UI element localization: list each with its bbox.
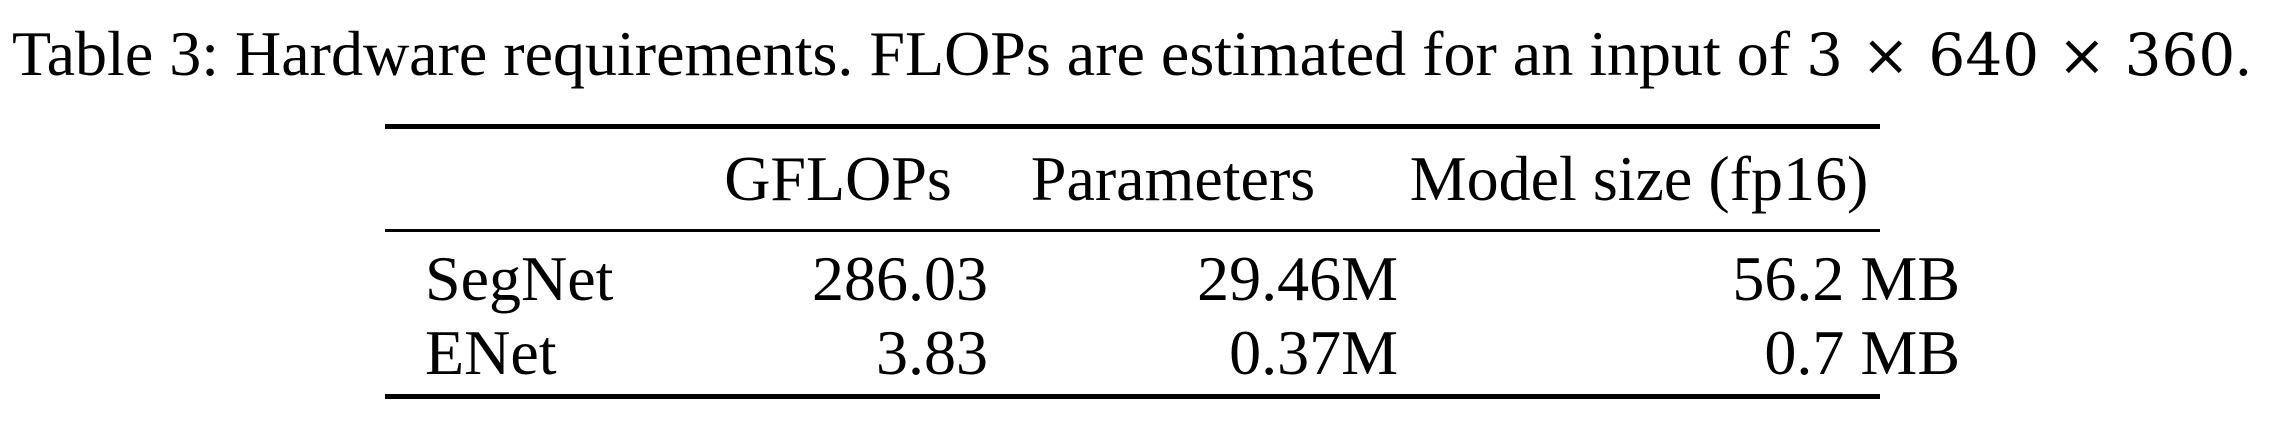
caption-dims: 3 × 640 × 360 [1806,21,2236,89]
header-cell-model-size: Model size (fp16) [1409,143,1869,214]
caption-end: . [2235,18,2252,89]
caption-text: Hardware requirements. FLOPs are estimat… [235,18,1791,89]
cell-gflops: 3.83 [876,317,988,388]
cell-gflops: 286.03 [812,243,988,314]
cell-parameters: 0.37M [1229,317,1398,388]
mid-rule [385,229,1880,232]
cell-model-size: 0.7 MB [1764,317,1960,388]
header-cell-parameters: Parameters [1030,143,1316,214]
cell-model-size: 56.2 MB [1732,243,1960,314]
table-body-grid: SegNet 286.03 29.46M 56.2 MB ENet 3.83 0… [385,242,2000,390]
cell-parameters: 29.46M [1197,243,1398,314]
hardware-table: GFLOPs Parameters Model size (fp16) SegN… [385,124,1960,399]
header-cell-gflops: GFLOPs [724,143,952,214]
table-header: GFLOPs Parameters Model size (fp16) [385,129,1920,229]
table-row: ENet 3.83 0.37M 0.7 MB [385,316,2000,390]
top-rule [385,124,1880,129]
header-cell-empty [385,129,688,229]
row-label: ENet [425,317,557,388]
row-label: SegNet [425,243,614,314]
table-body: SegNet 286.03 29.46M 56.2 MB ENet 3.83 0… [385,232,1960,394]
table-row: SegNet 286.03 29.46M 56.2 MB [385,242,2000,316]
bottom-rule [385,394,1880,399]
caption-label: Table 3: [12,18,219,89]
header-row: GFLOPs Parameters Model size (fp16) [385,129,1920,229]
table-caption: Table 3: Hardware requirements. FLOPs ar… [12,14,2262,95]
